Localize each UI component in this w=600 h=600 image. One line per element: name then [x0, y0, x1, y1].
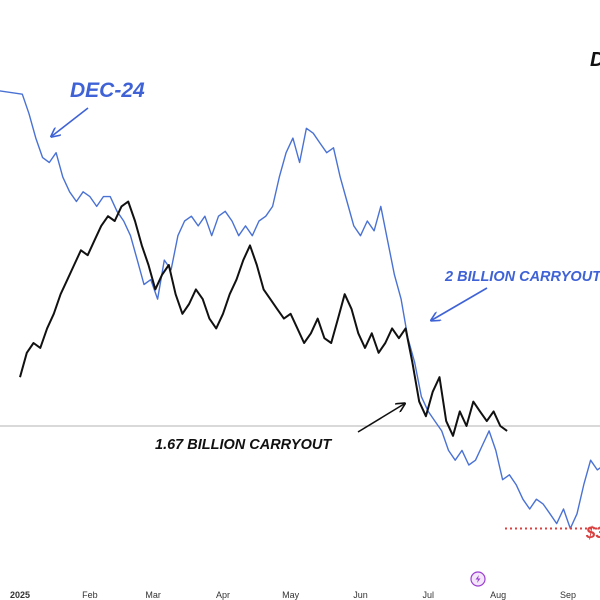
price-label: $3: [585, 523, 600, 542]
carryout-2b-label: 2 BILLION CARRYOUT: [444, 269, 600, 285]
x-tick-label: May: [282, 590, 300, 600]
x-tick-label: Jun: [353, 590, 368, 600]
carryout-2b-arrow: [432, 287, 488, 320]
series-line-blue: [0, 90, 600, 530]
x-tick-label: Feb: [82, 590, 98, 600]
dec24-label: DEC-24: [70, 79, 145, 102]
title-fragment: D: [590, 49, 600, 71]
x-tick-label: Apr: [216, 590, 230, 600]
x-tick-label: Mar: [145, 590, 161, 600]
x-axis: 2025 Feb Mar Apr May Jun Jul Aug Sep: [10, 590, 576, 600]
carryout-167b-label: 1.67 BILLION CARRYOUT: [155, 437, 332, 453]
series-line-black: [19, 200, 508, 437]
dec24-arrow: [52, 107, 89, 136]
x-tick-label: Jul: [422, 590, 434, 600]
x-tick-label: Aug: [490, 590, 506, 600]
lightning-bolt-icon[interactable]: [470, 571, 486, 587]
x-tick-label: 2025: [10, 590, 30, 600]
x-tick-label: Sep: [560, 590, 576, 600]
carryout-167b-arrow: [357, 404, 404, 433]
